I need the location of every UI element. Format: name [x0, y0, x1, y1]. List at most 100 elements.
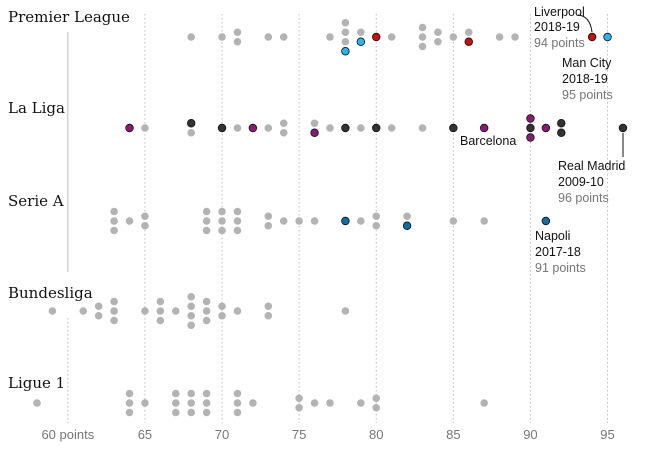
dot-serie-a-80	[372, 221, 381, 230]
dot-serie-a-69	[202, 217, 211, 225]
dot-la-liga-79	[357, 124, 365, 132]
dot-la-liga-74	[279, 128, 288, 137]
league-labels: Premier League La Liga Serie A Bundeslig…	[8, 8, 130, 392]
real-madrid-label: Real Madrid	[558, 159, 625, 173]
dot-la-liga-73	[264, 124, 273, 132]
dot-ligue-1-64	[125, 399, 134, 407]
gridlines	[67, 14, 609, 423]
dot-bundesliga-61	[79, 307, 88, 315]
dot-premier-league-77	[326, 33, 334, 41]
dot-premier-league-94-liverpool	[587, 32, 597, 42]
tick-label-85: 85	[446, 427, 460, 442]
dot-premier-league-79-man-city	[356, 37, 366, 46]
dot-la-liga-71	[233, 124, 242, 132]
league-label-premier-league: Premier League	[8, 8, 130, 26]
tick-label-70: 70	[215, 427, 229, 442]
dot-la-liga-81	[387, 124, 396, 132]
dot-serie-a-63	[110, 217, 118, 225]
dot-premier-league-73	[264, 33, 273, 41]
real-madrid-season: 2009-10	[558, 175, 604, 189]
data-points	[33, 18, 628, 417]
dot-la-liga-74	[279, 119, 288, 128]
dot-la-liga-77	[326, 124, 334, 132]
liverpool-points: 94 points	[534, 36, 585, 50]
dot-bundesliga-63	[110, 297, 118, 306]
dot-premier-league-84	[434, 37, 442, 46]
dot-serie-a-74	[279, 217, 288, 225]
dot-premier-league-74	[279, 33, 288, 41]
dot-bundesliga-62	[94, 311, 103, 320]
dot-serie-a-65	[141, 221, 149, 230]
dot-la-liga-92-real-madrid	[557, 128, 566, 137]
dot-serie-a-71	[233, 217, 242, 225]
dot-bundesliga-63	[110, 307, 118, 315]
dot-bundesliga-66	[156, 316, 165, 325]
dot-bundesliga-66	[156, 297, 165, 306]
dot-bundesliga-68	[187, 302, 195, 311]
dot-serie-a-69	[202, 226, 211, 235]
dot-ligue-1-71	[233, 399, 242, 407]
dot-bundesliga-78	[341, 307, 350, 315]
dot-serie-a-79	[357, 217, 365, 225]
dot-ligue-1-69	[202, 399, 211, 407]
dot-la-liga-76-barcelona	[310, 128, 319, 137]
liverpool-label: Liverpool	[534, 5, 585, 19]
dot-bundesliga-66	[156, 307, 165, 315]
dot-bundesliga-65	[141, 307, 149, 315]
dot-serie-a-64	[125, 217, 134, 225]
dot-bundesliga-68	[187, 321, 195, 330]
dot-serie-a-80	[372, 212, 381, 221]
dot-premier-league-89	[511, 33, 519, 41]
dot-ligue-1-71	[233, 389, 242, 398]
dot-bundesliga-73	[264, 302, 273, 311]
dot-premier-league-86-liverpool	[464, 37, 473, 46]
dot-premier-league-85	[449, 33, 458, 41]
dot-premier-league-95-man-city	[603, 32, 612, 42]
dot-la-liga-90-barcelona	[526, 114, 535, 123]
dot-bundesliga-73	[264, 311, 273, 320]
dot-premier-league-68	[187, 33, 195, 41]
league-label-la-liga: La Liga	[8, 99, 65, 117]
dot-ligue-1-87	[480, 399, 488, 407]
dot-bundesliga-59	[48, 307, 57, 315]
league-label-ligue-1: Ligue 1	[8, 374, 65, 392]
dot-ligue-1-69	[202, 408, 211, 417]
dot-premier-league-80-liverpool	[372, 32, 381, 42]
dot-serie-a-87	[480, 217, 488, 225]
dot-ligue-1-67	[171, 389, 180, 398]
dot-ligue-1-64	[125, 389, 134, 398]
dot-premier-league-83	[418, 42, 427, 51]
dot-serie-a-70	[218, 226, 226, 235]
dot-premier-league-83	[418, 23, 427, 32]
dot-serie-a-63	[110, 226, 118, 235]
dot-la-liga-76	[310, 119, 319, 128]
dot-premier-league-71	[233, 37, 242, 46]
dot-la-liga-87-barcelona	[479, 123, 489, 133]
dot-bundesliga-68	[187, 292, 195, 301]
dot-la-liga-64-barcelona	[125, 123, 134, 133]
real-madrid-points: 96 points	[558, 191, 609, 205]
dot-ligue-1-58	[33, 399, 41, 407]
dot-bundesliga-62	[94, 302, 103, 311]
dot-bundesliga-63	[110, 316, 118, 325]
dot-bundesliga-69	[202, 307, 211, 315]
dot-la-liga-96-real-madrid	[618, 123, 628, 133]
tick-label-90: 90	[523, 427, 537, 442]
dot-ligue-1-80	[372, 394, 381, 403]
dot-serie-a-71	[233, 226, 242, 235]
dot-ligue-1-65	[141, 399, 149, 407]
tick-label-80: 80	[369, 427, 383, 442]
tick-label-75: 75	[292, 427, 306, 442]
dot-la-liga-92-real-madrid	[557, 119, 566, 128]
man-city-season: 2018-19	[562, 72, 608, 86]
dot-la-liga-85-real-madrid	[449, 123, 458, 133]
dot-serie-a-71	[233, 207, 242, 216]
dot-serie-a-63	[110, 207, 118, 216]
dot-premier-league-86	[464, 28, 473, 37]
dot-premier-league-81	[387, 33, 396, 41]
dot-premier-league-83	[418, 33, 427, 41]
dot-la-liga-70-real-madrid	[217, 123, 227, 133]
dot-premier-league-78	[341, 28, 350, 37]
league-label-serie-a: Serie A	[8, 192, 64, 210]
man-city-points: 95 points	[562, 88, 613, 102]
